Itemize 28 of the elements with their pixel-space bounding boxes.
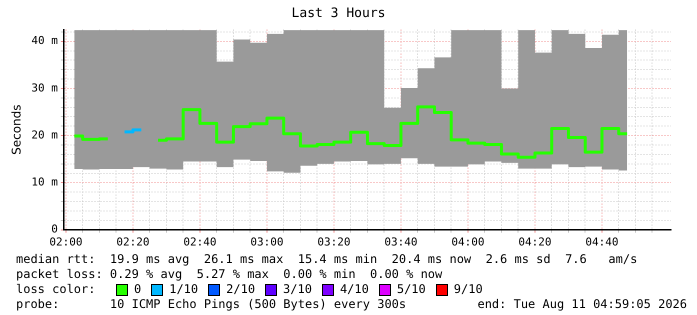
x-tick-label: 04:20 — [518, 235, 552, 248]
text: probe: 10 ICMP Echo Pings (500 Bytes) every 300s — [16, 297, 406, 312]
y-axis-title: Seconds — [9, 104, 24, 155]
y-tick-label: 10 m — [31, 176, 58, 189]
text: packet loss: 0.29 % avg 5.27 % max 0.00 % min 0.00 % now — [15, 267, 444, 282]
text: median rtt: 19.9 ms avg 26.1 ms max 15.4 ms min 20.4 ms now 2.6 ms sd 7.6 am/s — [15, 252, 638, 267]
legend-label: 0 — [134, 282, 142, 297]
chart-title: Last 3 Hours — [292, 6, 386, 22]
x-tick-label: 03:40 — [384, 235, 418, 248]
x-tick-label: 03:20 — [317, 235, 350, 248]
legend-title: loss color: — [16, 282, 96, 297]
x-tick-label: 02:40 — [183, 235, 216, 248]
legend-label: 3/10 — [283, 282, 312, 297]
x-tick-label: 04:40 — [585, 235, 619, 248]
y-tick-label: 30 m — [31, 81, 58, 94]
y-tick-label: 0 — [51, 222, 58, 236]
legend-label: 2/10 — [226, 282, 256, 297]
legend-label: 9/10 — [454, 282, 483, 297]
x-tick-label: 02:20 — [116, 235, 150, 248]
y-tick-label: 20 m — [31, 128, 58, 142]
text: end: Tue Aug 11 04:59:05 2026 — [477, 297, 687, 312]
x-tick-label: 04:00 — [451, 235, 485, 248]
legend-label: 4/10 — [340, 282, 369, 297]
y-tick-label: 40 m — [31, 34, 58, 48]
legend-label: 1/10 — [169, 282, 198, 297]
x-tick-label: 02:00 — [49, 235, 82, 248]
x-tick-label: 03:00 — [250, 235, 284, 248]
legend-label: 5/10 — [396, 282, 426, 297]
